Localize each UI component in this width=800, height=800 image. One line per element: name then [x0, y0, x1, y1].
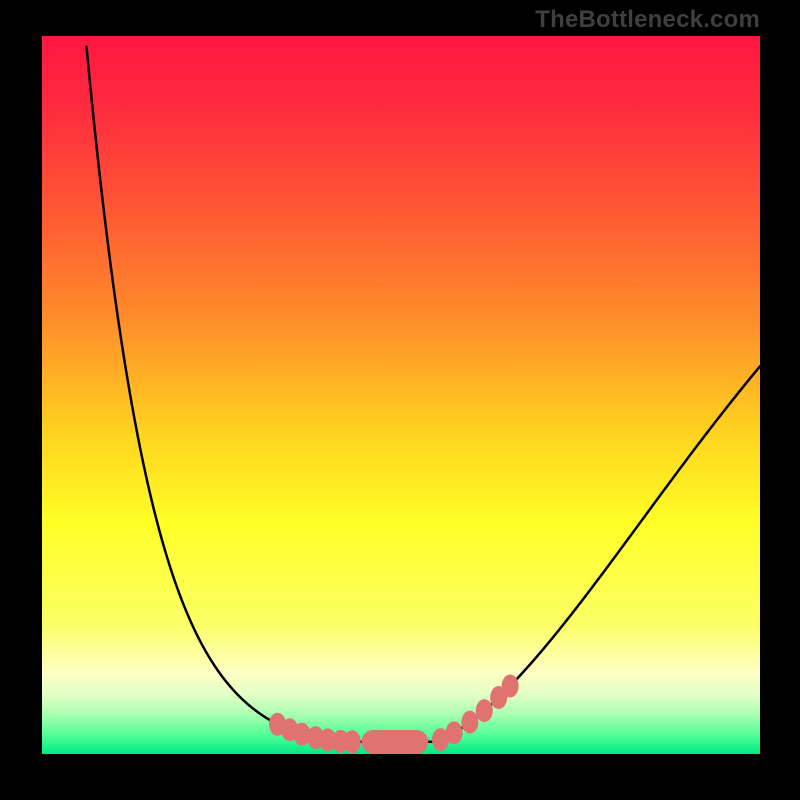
- watermark-text: TheBottleneck.com: [535, 6, 760, 34]
- curve-marker: [344, 730, 361, 753]
- curve-marker: [461, 711, 478, 734]
- curve-marker: [476, 699, 493, 722]
- valley-pill: [362, 730, 429, 754]
- chart-stage: TheBottleneck.com: [0, 0, 800, 800]
- curve-marker: [446, 721, 463, 744]
- plot-svg: [42, 36, 760, 754]
- gradient-background: [42, 36, 760, 754]
- plot-area: [42, 36, 760, 754]
- curve-marker: [502, 675, 519, 698]
